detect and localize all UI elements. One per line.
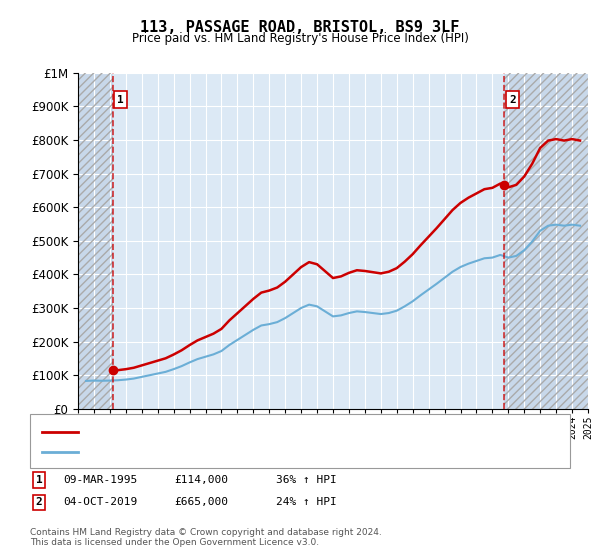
Text: 113, PASSAGE ROAD, BRISTOL, BS9 3LF: 113, PASSAGE ROAD, BRISTOL, BS9 3LF <box>140 20 460 35</box>
Text: 2: 2 <box>35 497 43 507</box>
Text: £665,000: £665,000 <box>174 497 228 507</box>
Bar <box>78 73 113 409</box>
Text: 04-OCT-2019: 04-OCT-2019 <box>63 497 137 507</box>
Text: 113, PASSAGE ROAD, BRISTOL, BS9 3LF (detached house): 113, PASSAGE ROAD, BRISTOL, BS9 3LF (det… <box>84 427 386 437</box>
Text: 24% ↑ HPI: 24% ↑ HPI <box>276 497 337 507</box>
Text: 09-MAR-1995: 09-MAR-1995 <box>63 475 137 485</box>
Text: 36% ↑ HPI: 36% ↑ HPI <box>276 475 337 485</box>
Text: Price paid vs. HM Land Registry's House Price Index (HPI): Price paid vs. HM Land Registry's House … <box>131 32 469 45</box>
Text: 2: 2 <box>509 95 515 105</box>
Text: HPI: Average price, detached house, City of Bristol: HPI: Average price, detached house, City… <box>84 447 347 457</box>
Text: £114,000: £114,000 <box>174 475 228 485</box>
Bar <box>505 73 588 409</box>
Text: 1: 1 <box>35 475 43 485</box>
Text: 1: 1 <box>118 95 124 105</box>
Text: Contains HM Land Registry data © Crown copyright and database right 2024.
This d: Contains HM Land Registry data © Crown c… <box>30 528 382 547</box>
